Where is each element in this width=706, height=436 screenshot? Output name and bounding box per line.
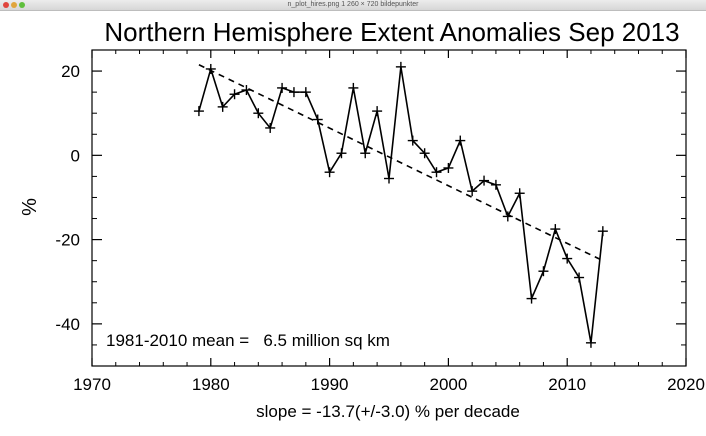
data-point bbox=[384, 173, 394, 184]
x-axis: 1970 1980 1990 2000 2010 2020 bbox=[73, 50, 705, 394]
x-tick-label: 1970 bbox=[73, 375, 111, 394]
data-point bbox=[348, 82, 359, 93]
x-tick-label: 2010 bbox=[548, 375, 586, 394]
x-tick-label: 1990 bbox=[311, 375, 349, 394]
x-tick-label: 2020 bbox=[667, 375, 705, 394]
data-point bbox=[360, 148, 371, 159]
data-point bbox=[407, 135, 418, 146]
x-tick-label: 2000 bbox=[429, 375, 467, 394]
data-point bbox=[372, 106, 383, 117]
data-point bbox=[574, 272, 585, 283]
series-markers bbox=[193, 61, 608, 348]
data-point bbox=[395, 61, 406, 72]
y-axis-label: % bbox=[19, 198, 41, 216]
data-point bbox=[419, 148, 430, 159]
data-point bbox=[265, 122, 276, 133]
plot-frame bbox=[91, 49, 687, 367]
data-point bbox=[502, 211, 513, 222]
data-point bbox=[217, 101, 228, 112]
data-point bbox=[229, 89, 240, 100]
data-point bbox=[490, 179, 501, 190]
y-axis: -40 -20 0 20 bbox=[55, 49, 686, 367]
data-point bbox=[514, 188, 525, 199]
data-point bbox=[562, 253, 573, 264]
chart-title: Northern Hemisphere Extent Anomalies Sep… bbox=[104, 17, 679, 47]
data-point bbox=[597, 226, 608, 237]
data-point bbox=[585, 337, 596, 348]
data-point bbox=[277, 82, 288, 93]
data-point bbox=[312, 114, 323, 125]
data-point bbox=[324, 167, 335, 178]
mean-annotation: 1981-2010 mean = 6.5 million sq km bbox=[106, 331, 390, 350]
data-point bbox=[443, 162, 454, 173]
trend-line bbox=[198, 64, 604, 262]
minimize-window-button[interactable] bbox=[11, 2, 17, 8]
data-point bbox=[288, 87, 299, 98]
x-axis-label: slope = -13.7(+/-3.0) % per decade bbox=[256, 402, 520, 421]
y-tick-label: -40 bbox=[55, 315, 80, 334]
data-point bbox=[241, 85, 252, 96]
zoom-window-button[interactable] bbox=[19, 2, 25, 8]
series-line bbox=[198, 66, 604, 343]
data-point bbox=[455, 135, 466, 146]
data-point bbox=[336, 148, 347, 159]
data-point bbox=[431, 167, 442, 178]
window-titlebar: n_plot_hires.png 1 260 × 720 bildepunkte… bbox=[0, 0, 706, 11]
data-point bbox=[550, 224, 561, 235]
window-title: n_plot_hires.png 1 260 × 720 bildepunkte… bbox=[287, 1, 419, 8]
data-point bbox=[526, 293, 537, 304]
data-point bbox=[300, 87, 311, 98]
data-point bbox=[479, 175, 490, 186]
y-tick-label: 20 bbox=[61, 62, 80, 81]
data-point bbox=[253, 108, 264, 119]
data-point bbox=[193, 106, 204, 117]
y-tick-label: -20 bbox=[55, 231, 80, 250]
data-point bbox=[467, 186, 478, 197]
x-tick-label: 1980 bbox=[192, 375, 230, 394]
close-window-button[interactable] bbox=[3, 2, 9, 8]
data-point bbox=[538, 266, 549, 277]
y-tick-label: 0 bbox=[71, 146, 80, 165]
data-point bbox=[205, 63, 216, 74]
